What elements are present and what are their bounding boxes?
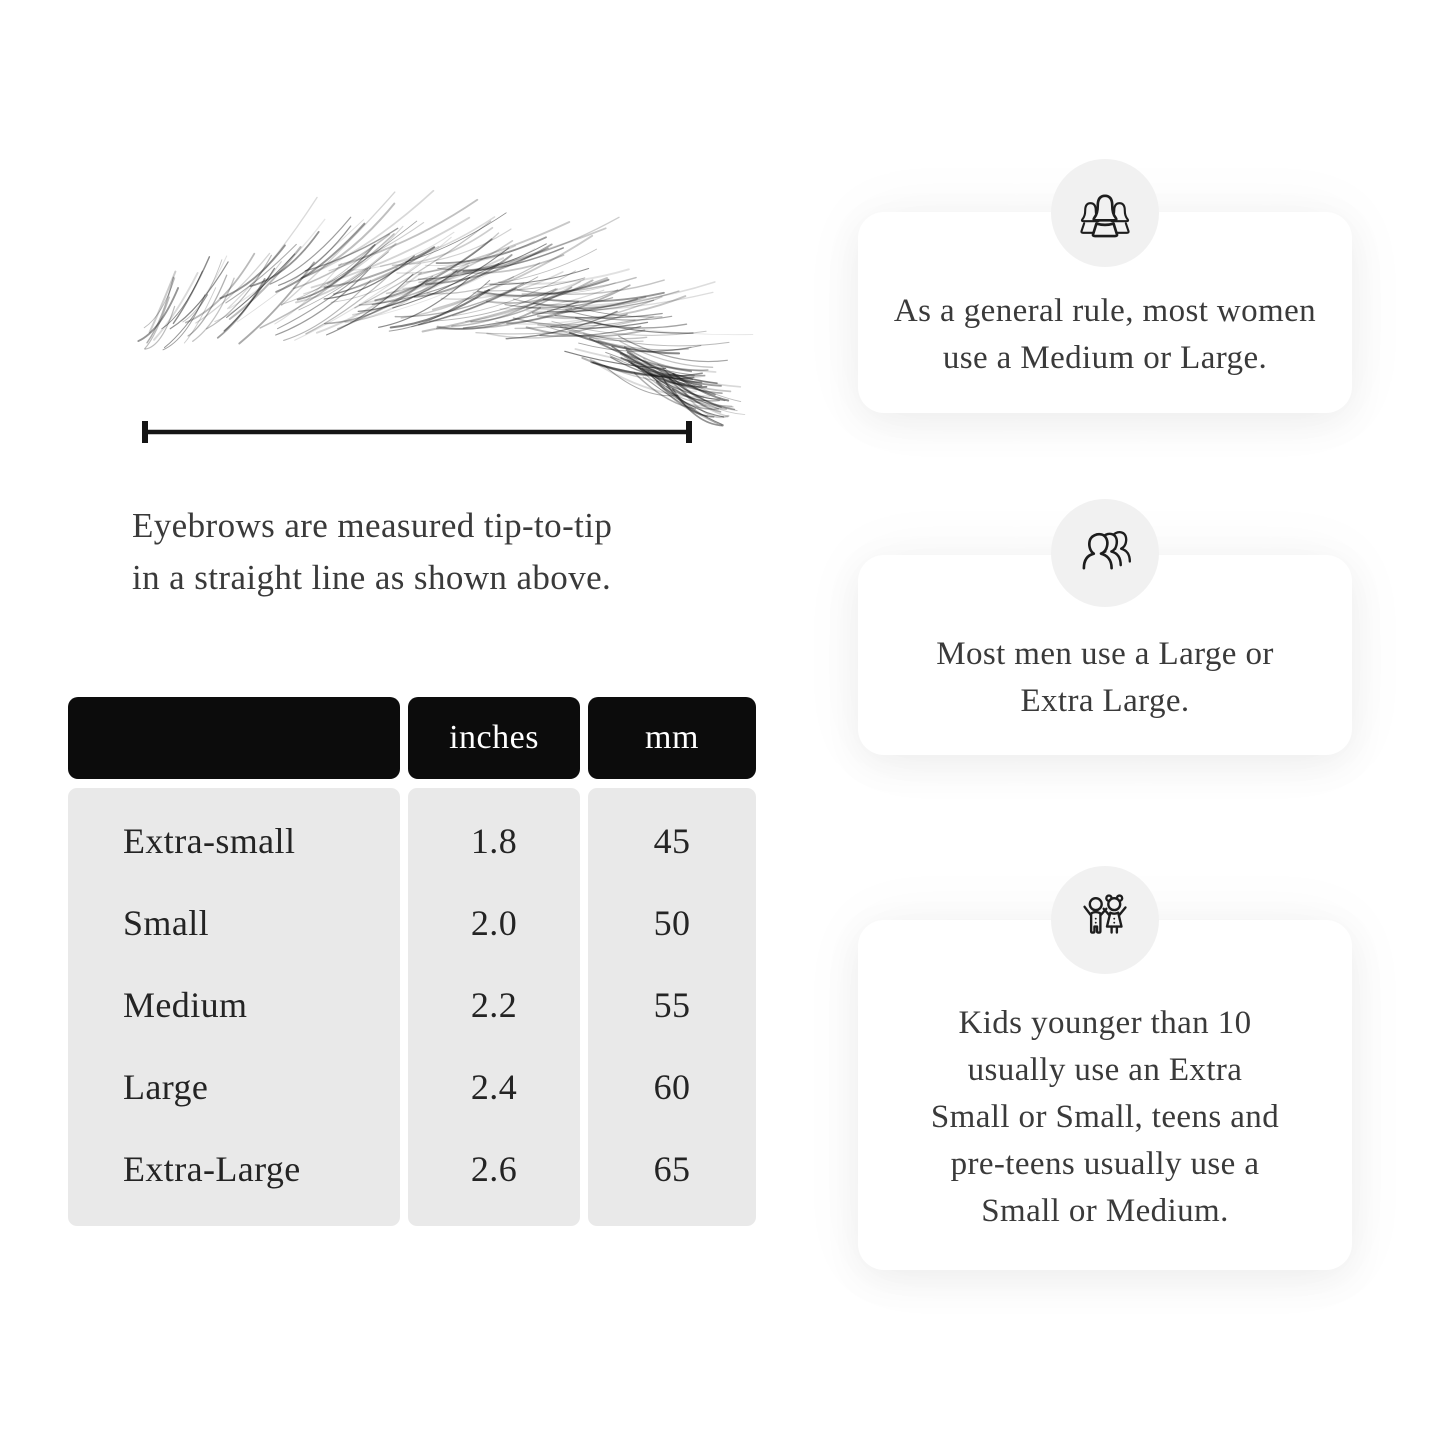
- inches-value: 2.2: [470, 985, 518, 1025]
- card-text-line: use a Medium or Large.: [942, 340, 1268, 376]
- header-cell-mm: mm: [588, 697, 756, 779]
- card-text-line: Small or Small, teens and: [930, 1099, 1280, 1135]
- mm-value: 65: [653, 1149, 691, 1189]
- measurement-line: [142, 421, 692, 443]
- caption-line: Eyebrows are measured tip-to-tip: [132, 506, 613, 545]
- card-text-line: Kids younger than 10: [958, 1005, 1252, 1041]
- card-text-line: usually use an Extra: [967, 1052, 1243, 1088]
- kids-icon: [1083, 894, 1127, 934]
- card-text-line: As a general rule, most women: [893, 293, 1317, 329]
- card-text-line: pre-teens usually use a: [950, 1146, 1260, 1182]
- men-group-icon: [1082, 531, 1131, 570]
- table-header-row: inches mm: [68, 697, 756, 779]
- table-column-sizes: Extra-small Small Medium Large Extra-Lar…: [68, 788, 400, 1226]
- size-label: Large: [123, 1067, 209, 1107]
- inches-value: 1.8: [470, 821, 518, 861]
- table-body: Extra-small Small Medium Large Extra-Lar…: [68, 788, 756, 1226]
- card-text-line: Extra Large.: [1020, 682, 1190, 719]
- mm-value: 45: [653, 821, 691, 861]
- table-column-mm: 45 50 55 60 65: [588, 788, 756, 1226]
- mm-value: 50: [653, 903, 691, 943]
- size-table: inches mm Extra-small Small Medium Large…: [68, 697, 756, 1226]
- icon-circle: [1051, 866, 1159, 974]
- size-label: Medium: [123, 985, 248, 1025]
- mm-value: 60: [653, 1067, 691, 1107]
- info-card-kids: Kids younger than 10 usually use an Extr…: [858, 920, 1352, 1270]
- inches-value: 2.6: [470, 1149, 518, 1189]
- table-column-inches: 1.8 2.0 2.2 2.4 2.6: [408, 788, 580, 1226]
- icon-circle: [1051, 499, 1159, 607]
- icon-circle: [1051, 159, 1159, 267]
- women-group-icon: [1080, 194, 1130, 238]
- card-text-line: Small or Medium.: [981, 1193, 1229, 1229]
- card-text-line: Most men use a Large or: [936, 635, 1274, 672]
- size-label: Extra-Large: [123, 1149, 301, 1189]
- mm-value: 55: [653, 985, 691, 1025]
- inches-value: 2.4: [470, 1067, 518, 1107]
- header-cell-size: [68, 697, 400, 779]
- header-cell-inches: inches: [408, 697, 580, 779]
- size-label: Small: [123, 903, 210, 943]
- caption-line: in a straight line as shown above.: [132, 558, 612, 597]
- size-label: Extra-small: [123, 821, 296, 861]
- measurement-caption: Eyebrows are measured tip-to-tip in a st…: [132, 500, 612, 604]
- eyebrow-illustration: [137, 189, 754, 427]
- inches-value: 2.0: [470, 903, 518, 943]
